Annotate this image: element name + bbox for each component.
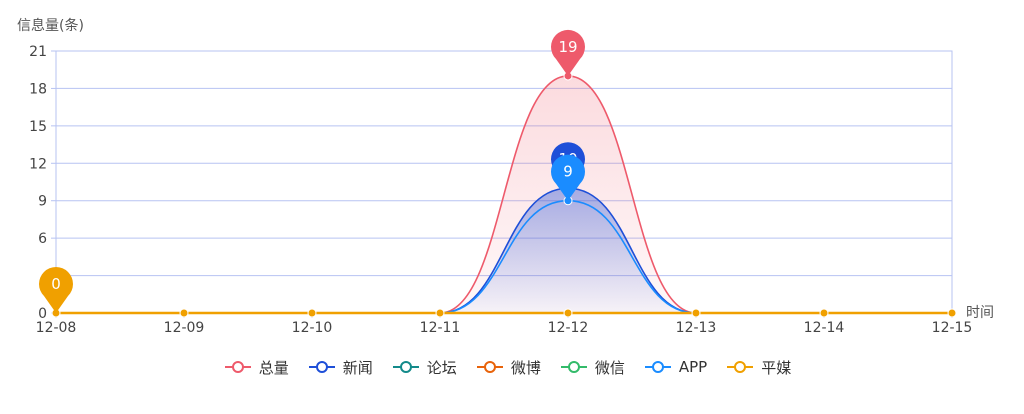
legend-swatch-dot: [315, 361, 328, 373]
legend-label: 平媒: [761, 358, 792, 377]
x-tick-label: 12-10: [292, 320, 333, 336]
legend-item[interactable]: 新闻: [308, 357, 381, 378]
value-pins: 191090: [39, 29, 585, 313]
legend-swatch: [644, 360, 671, 374]
data-point: [563, 308, 573, 318]
legend-swatch-dot: [567, 361, 580, 373]
value-pin: 9: [551, 154, 585, 201]
pin-label: 9: [563, 163, 573, 181]
legend-swatch-dot: [399, 361, 412, 373]
axes: 信息量(条) 时间 0 6 9 12 15 18 21 12-08 12-09 12-10 12-1…: [17, 17, 994, 336]
legend-label: 微信: [594, 358, 625, 377]
legend-swatch-dot: [483, 361, 496, 373]
x-tick-label: 12-13: [676, 320, 717, 336]
data-point: [435, 308, 445, 318]
data-point: [307, 308, 317, 318]
y-tick-label: 21: [29, 44, 47, 60]
x-tick-label: 12-08: [36, 320, 77, 336]
legend-swatch: [392, 360, 419, 374]
legend-swatch-dot: [651, 361, 664, 373]
pin-label: 19: [558, 38, 577, 56]
legend-item[interactable]: 论坛: [392, 357, 465, 378]
legend-swatch-dot: [231, 361, 244, 373]
legend: 总量 新闻 论坛 微博 微信 APP 平媒: [0, 352, 1024, 382]
legend-label: 总量: [258, 358, 289, 377]
value-pin: 0: [39, 266, 73, 313]
x-tick-label: 12-15: [932, 320, 973, 336]
x-tick-label: 12-09: [164, 320, 205, 336]
legend-item[interactable]: 平媒: [727, 357, 799, 378]
x-tick-label: 12-11: [420, 320, 461, 336]
legend-swatch: [308, 360, 335, 374]
legend-item[interactable]: APP: [644, 358, 715, 376]
legend-label: 新闻: [342, 358, 373, 377]
y-axis-title: 信息量(条): [17, 17, 84, 34]
pin-label: 0: [51, 275, 61, 293]
x-tick-label: 12-14: [804, 320, 845, 336]
y-tick-label: 15: [29, 119, 47, 135]
legend-label: 论坛: [426, 358, 457, 377]
pin-shape: [551, 29, 585, 76]
legend-swatch-dot: [734, 361, 747, 373]
pin-shape: [551, 154, 585, 201]
y-tick-label: 0: [38, 306, 47, 322]
legend-item[interactable]: 微博: [476, 357, 549, 378]
legend-swatch: [727, 360, 754, 374]
legend-item[interactable]: 微信: [560, 357, 633, 378]
data-point: [947, 308, 957, 318]
legend-swatch: [476, 360, 503, 374]
data-point: [179, 308, 189, 318]
series-lines: [56, 75, 952, 315]
y-tick-label: 18: [29, 81, 47, 97]
legend-label: 微博: [510, 358, 541, 377]
pin-shape: [39, 266, 73, 313]
data-point: [691, 308, 701, 318]
y-tick-label: 6: [38, 231, 47, 247]
legend-label: APP: [678, 358, 708, 376]
y-tick-label: 9: [38, 194, 47, 210]
y-tick-label: 12: [29, 156, 47, 172]
legend-swatch: [560, 360, 587, 374]
data-point: [819, 308, 829, 318]
x-axis-title: 时间: [966, 305, 994, 321]
x-tick-label: 12-12: [548, 320, 589, 336]
legend-item[interactable]: 总量: [224, 357, 297, 378]
value-pin: 19: [551, 29, 585, 76]
legend-swatch: [224, 360, 251, 374]
